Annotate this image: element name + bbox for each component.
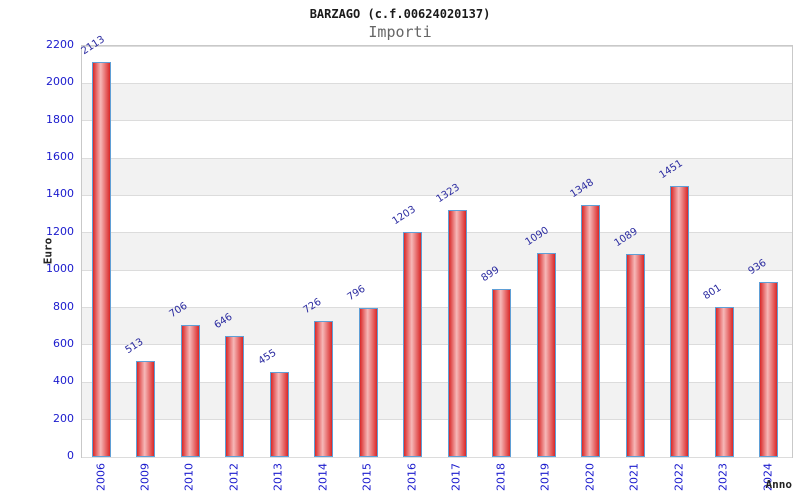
y-axis-tick-label: 0: [67, 449, 74, 462]
y-axis-tick-label: 2000: [46, 75, 74, 89]
y-axis-tick-label: 2200: [46, 38, 74, 51]
bar-2023: [714, 307, 734, 457]
x-axis-tick-label: 2018: [494, 463, 508, 491]
x-axis-tick-label: 2017: [449, 463, 463, 491]
bar-2014: [314, 321, 334, 457]
x-axis-tick-label: 2014: [316, 463, 330, 491]
y-axis-tick-label: 1000: [46, 262, 74, 276]
y-axis-tick-label: 1800: [46, 112, 74, 126]
bar-2006: [92, 62, 111, 457]
y-axis-tick-label: 400: [53, 374, 74, 388]
gridline: [82, 344, 792, 346]
y-axis-label: Euro: [41, 237, 55, 265]
gridline: [82, 307, 792, 309]
bar-2010: [180, 325, 200, 457]
x-axis-tick-label: 2020: [583, 463, 597, 491]
bar-2020: [581, 205, 601, 457]
plot-band: [82, 120, 792, 159]
gridline: [82, 419, 792, 421]
x-axis-label: Anno: [765, 478, 793, 491]
bar-2017: [447, 209, 467, 457]
x-axis-tick-label: 2023: [716, 463, 730, 491]
gridline: [82, 456, 792, 458]
bar-2018: [492, 289, 512, 457]
plot-area: 2113 513 706 646 455 726 796 1203 1323 899 1090 134…: [79, 34, 793, 458]
gridline: [82, 269, 792, 271]
bar-2015: [358, 308, 378, 457]
y-axis-tick-label: 800: [53, 299, 74, 313]
x-axis-tick-label: 2022: [672, 463, 686, 491]
x-axis-tick-label: 2019: [538, 463, 552, 491]
bar-2016: [403, 232, 423, 457]
plot-band: [82, 46, 792, 84]
bar-2009: [136, 361, 156, 457]
x-axis-tick-label: 2021: [627, 463, 641, 491]
bar-2013: [269, 372, 289, 457]
x-axis-tick-label: 2012: [227, 463, 241, 491]
bar-2022: [670, 185, 690, 457]
gridline: [82, 194, 792, 196]
x-axis-tick-label: 2010: [182, 463, 196, 491]
x-axis-tick-label: 2016: [405, 463, 419, 491]
gridline: [82, 232, 792, 234]
x-axis-tick-label: 2009: [138, 463, 152, 491]
y-axis-tick-label: 600: [53, 336, 74, 350]
gridline: [82, 82, 792, 84]
bar-2021: [625, 253, 645, 457]
y-axis-tick-label: 1200: [46, 224, 74, 238]
chart-title: BARZAGO (c.f.00624020137): [309, 7, 491, 21]
gridline: [82, 381, 792, 383]
y-axis-tick-label: 1400: [46, 187, 74, 201]
chart-subtitle: Importi: [368, 23, 432, 41]
gridline: [82, 45, 792, 47]
bar-2024: [759, 282, 779, 457]
gridline: [82, 157, 792, 159]
x-axis-tick-label: 2015: [360, 463, 374, 491]
plot-band: [82, 83, 792, 121]
bar-2012: [225, 336, 245, 457]
gridline: [82, 120, 792, 122]
x-axis-tick-label: 2013: [271, 463, 285, 491]
bar-2019: [536, 253, 556, 457]
x-axis-tick-label: 2006: [94, 463, 107, 491]
y-axis-tick-label: 1600: [46, 150, 74, 164]
y-axis-tick-label: 200: [53, 411, 74, 425]
